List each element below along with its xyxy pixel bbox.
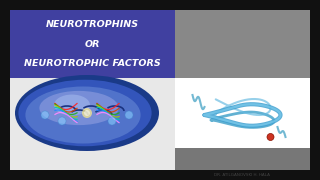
Text: NEUROTROPHIC FACTORS: NEUROTROPHIC FACTORS — [24, 58, 161, 68]
Bar — [175, 148, 310, 170]
Ellipse shape — [39, 91, 119, 125]
Circle shape — [58, 117, 66, 125]
Circle shape — [41, 111, 49, 119]
Circle shape — [125, 111, 133, 119]
Bar — [10, 10, 310, 170]
Ellipse shape — [25, 87, 140, 143]
Text: NEUROTROPHINS: NEUROTROPHINS — [46, 21, 139, 30]
Ellipse shape — [15, 75, 159, 151]
Circle shape — [108, 117, 116, 125]
Bar — [10, 10, 175, 78]
Circle shape — [84, 110, 90, 116]
Bar — [175, 10, 310, 78]
Circle shape — [267, 134, 274, 141]
Circle shape — [82, 108, 92, 118]
Ellipse shape — [19, 80, 152, 146]
Bar — [175, 78, 310, 148]
Ellipse shape — [54, 94, 90, 115]
Text: DR. ATILGANOVSKI H. HALA: DR. ATILGANOVSKI H. HALA — [214, 173, 270, 177]
Text: OR: OR — [85, 39, 100, 48]
